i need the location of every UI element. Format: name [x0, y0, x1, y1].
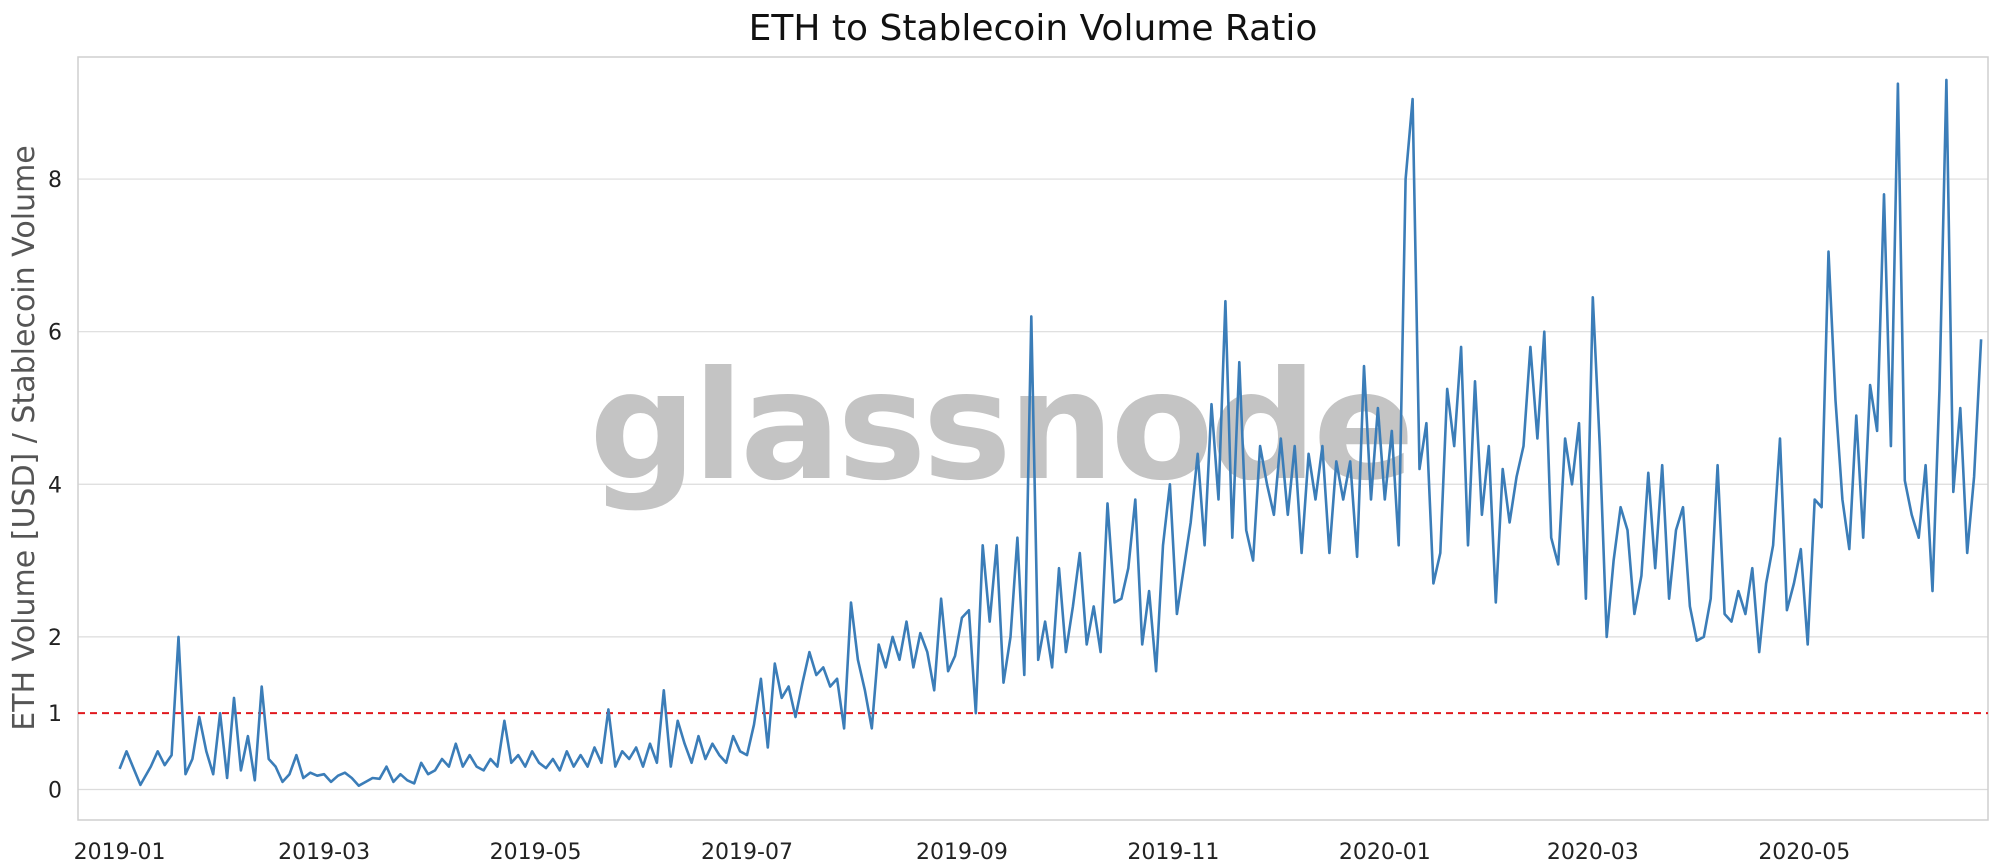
x-tick-label: 2019-09 [916, 840, 1008, 865]
y-tick-label: 1 [48, 702, 62, 727]
x-tick-label: 2019-01 [74, 840, 166, 865]
y-axis-label: ETH Volume [USD] / Stablecoin Volume [7, 145, 42, 731]
y-tick-label: 6 [48, 321, 62, 346]
y-tick-label: 2 [48, 626, 62, 651]
plot-frame [77, 56, 1989, 821]
x-tick-label: 2019-03 [278, 840, 370, 865]
gridlines [78, 178, 1988, 791]
y-tick-label: 8 [48, 168, 62, 193]
chart-title: ETH to Stablecoin Volume Ratio [749, 8, 1318, 49]
series-line [118, 78, 1983, 787]
watermark: glassnode [589, 340, 1411, 514]
x-tick-label: 2019-05 [490, 840, 582, 865]
x-ticks: 2019-01 2019-03 2019-05 2019-07 2019-09 2019-… [74, 840, 1851, 865]
x-tick-label: 2019-07 [701, 840, 793, 865]
x-tick-label: 2020-03 [1547, 840, 1639, 865]
x-tick-label: 2020-05 [1758, 840, 1850, 865]
x-tick-label: 2020-01 [1339, 840, 1431, 865]
y-tick-label: 4 [48, 473, 62, 498]
x-tick-label: 2019-11 [1127, 840, 1219, 865]
y-ticks: 0 1 2 4 6 8 [48, 168, 62, 803]
y-tick-label: 0 [48, 778, 62, 803]
